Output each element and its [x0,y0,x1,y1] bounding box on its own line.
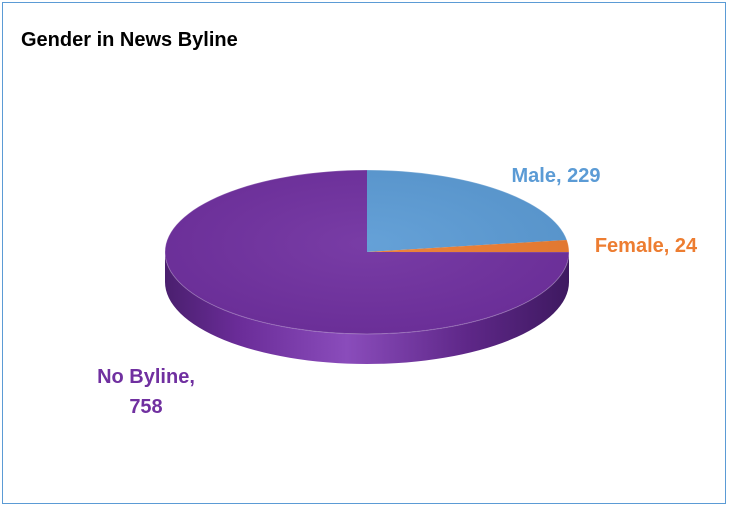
pie-top-rim [164,169,570,335]
data-label-no-byline: No Byline, 758 [97,366,195,418]
pie-side-no-byline [165,252,569,365]
data-label-line: Female, 24 [595,235,698,257]
data-label-line: Male, 229 [512,165,601,187]
data-label-line: No Byline, [97,366,195,388]
data-label-male: Male, 229 [512,165,601,187]
pie-top [164,169,570,335]
data-label-line: 758 [129,396,162,418]
data-label-female: Female, 24 [595,235,698,257]
pie-labels: Male, 229 Female, 24 No Byline, 758 [97,165,698,418]
pie-side [165,252,569,365]
chart-title: Gender in News Byline [21,29,238,51]
